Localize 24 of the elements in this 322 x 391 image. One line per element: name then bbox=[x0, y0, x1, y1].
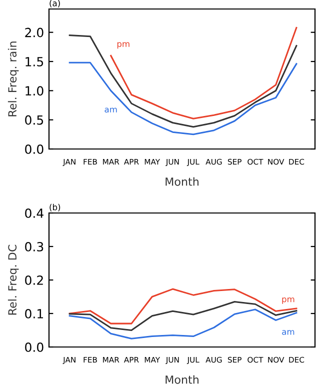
y-tick-label: 0.5 bbox=[25, 115, 44, 125]
y-tick-label: 0.3 bbox=[25, 242, 44, 252]
line-series bbox=[68, 288, 298, 324]
x-axis-title: Month bbox=[166, 177, 198, 186]
chart-title: (a) bbox=[50, 0, 60, 8]
y-tick-label: 1.0 bbox=[26, 86, 44, 96]
y-tick-label: 0.0 bbox=[25, 342, 44, 352]
y-tick-label: 0.1 bbox=[25, 308, 43, 318]
y-axis-title: Rel. Freq. rain bbox=[8, 42, 19, 116]
line-series bbox=[68, 34, 298, 128]
series-label: pm bbox=[282, 297, 294, 304]
y-tick-label: 0.2 bbox=[25, 275, 43, 285]
chart-title: (b) bbox=[50, 204, 60, 212]
series-label: am bbox=[104, 108, 117, 113]
x-axis-title: Month bbox=[166, 375, 198, 384]
y-tick-label: 1.5 bbox=[26, 57, 44, 66]
series-label: pm bbox=[117, 42, 130, 49]
y-tick-label: 0.0 bbox=[25, 144, 44, 154]
line-series bbox=[68, 308, 298, 340]
series-label: am bbox=[282, 330, 294, 335]
y-axis-title: Rel. Freq. DC bbox=[8, 244, 19, 315]
y-tick-label: 2.0 bbox=[25, 28, 44, 38]
line-series bbox=[68, 62, 298, 136]
y-tick-label: 0.4 bbox=[25, 208, 44, 218]
